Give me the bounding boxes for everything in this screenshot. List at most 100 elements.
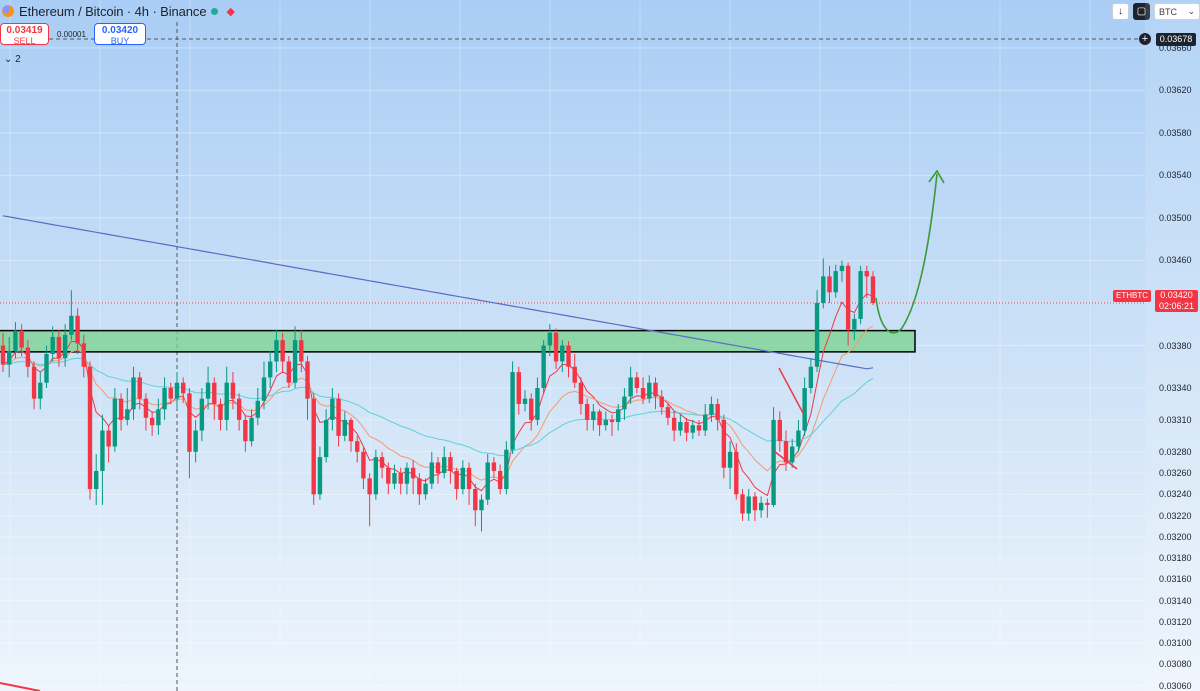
candle-body xyxy=(236,398,242,420)
candle-body xyxy=(174,382,180,399)
resistance-zone-rect[interactable] xyxy=(0,329,916,353)
price-tick-label: 0.03100 xyxy=(1159,638,1192,649)
candle-body xyxy=(323,419,329,458)
candle xyxy=(181,377,186,403)
candle-body xyxy=(330,398,335,420)
candle xyxy=(609,414,615,436)
candle-body xyxy=(69,315,74,335)
trendline-lower[interactable] xyxy=(773,450,798,470)
candle-body xyxy=(56,336,62,359)
candle-body xyxy=(131,377,136,410)
candle-body xyxy=(734,451,739,495)
symbol-title[interactable]: Ethereum / Bitcoin · 4h · Binance xyxy=(19,3,207,19)
candle-body xyxy=(187,393,192,452)
buy-price: 0.03420 xyxy=(101,25,139,36)
candle xyxy=(715,398,720,431)
candle-body xyxy=(386,467,391,484)
candle-body xyxy=(609,419,615,423)
candle-body xyxy=(497,470,503,490)
download-icon[interactable]: ↓ xyxy=(1112,3,1129,20)
candle-body xyxy=(429,462,434,484)
drawing-overlays[interactable] xyxy=(0,169,945,691)
candle-body xyxy=(348,419,354,442)
candle-body xyxy=(305,361,310,399)
candle-body xyxy=(410,467,416,479)
candle xyxy=(777,411,782,452)
candle xyxy=(56,329,62,367)
buy-button[interactable]: 0.03420 BUY xyxy=(94,23,146,46)
candle xyxy=(25,340,31,378)
candle-body xyxy=(13,330,18,351)
price-tick-label: 0.03280 xyxy=(1159,446,1192,457)
candle-body xyxy=(31,366,37,399)
candle-body xyxy=(864,271,869,277)
add-alert-plus-icon[interactable]: + xyxy=(1139,33,1151,45)
price-tick-label: 0.03460 xyxy=(1159,255,1192,266)
candle xyxy=(379,451,385,479)
currency-select[interactable]: BTC ⌄ xyxy=(1154,3,1200,20)
candle-body xyxy=(255,400,260,418)
candle xyxy=(261,361,267,410)
projection-arrowhead[interactable] xyxy=(928,169,945,184)
candle xyxy=(870,271,876,306)
candle xyxy=(305,356,310,420)
candle-body xyxy=(317,457,323,495)
candle-body xyxy=(460,467,466,490)
candle-body xyxy=(62,334,68,359)
candle xyxy=(541,340,546,394)
candle-body xyxy=(181,382,186,394)
moving-averages xyxy=(2,215,874,497)
candle-body xyxy=(100,430,105,471)
buy-label: BUY xyxy=(110,36,130,46)
candle-body xyxy=(634,377,640,389)
candle-body xyxy=(280,340,285,362)
candle-body xyxy=(870,276,876,303)
trendline-upper[interactable] xyxy=(778,367,804,414)
candle-body xyxy=(193,430,198,452)
candle-body xyxy=(659,396,664,408)
candle xyxy=(410,460,416,495)
candle xyxy=(616,403,621,431)
candle xyxy=(560,340,565,373)
price-axis[interactable] xyxy=(1145,0,1200,691)
flag-icon[interactable]: ◆ xyxy=(226,5,235,18)
candle xyxy=(212,377,217,420)
candle xyxy=(535,377,540,426)
projection-arrow-path[interactable] xyxy=(875,173,938,334)
candle xyxy=(367,473,372,527)
candle xyxy=(218,398,223,431)
candle xyxy=(485,453,490,505)
price-tick-label: 0.03180 xyxy=(1159,553,1192,564)
indicators-toggle[interactable]: ⌄ 2 xyxy=(4,54,21,65)
price-tick-label: 0.03580 xyxy=(1159,127,1192,138)
candle-body xyxy=(379,457,385,468)
candle xyxy=(187,388,192,479)
candle xyxy=(404,462,410,495)
candle xyxy=(162,377,167,420)
candle-body xyxy=(218,403,223,420)
candle xyxy=(13,322,18,359)
candle xyxy=(696,419,702,436)
candle xyxy=(783,430,789,471)
candle-body xyxy=(684,422,689,433)
resistance-zone[interactable] xyxy=(0,329,916,353)
candle-body xyxy=(628,377,633,397)
candle-body xyxy=(821,276,826,303)
price-tick-label: 0.03120 xyxy=(1159,616,1192,627)
candle-body xyxy=(572,366,577,383)
candle-body xyxy=(212,382,217,404)
candle-body xyxy=(758,502,764,511)
candle-body xyxy=(118,398,124,420)
top-toolbar: ↓ ▢ BTC ⌄ xyxy=(1112,3,1200,20)
sell-button[interactable]: 0.03419 SELL xyxy=(0,23,49,46)
candle-body xyxy=(597,411,602,426)
compare-icon[interactable]: ▢ xyxy=(1133,3,1150,20)
candle xyxy=(504,441,509,495)
candle-body xyxy=(696,425,702,431)
candle-body xyxy=(292,340,298,383)
candle-body xyxy=(398,473,403,484)
trendline-bottom-left[interactable] xyxy=(0,682,41,691)
price-tick-label: 0.03080 xyxy=(1159,659,1192,670)
candle-body xyxy=(106,430,111,447)
